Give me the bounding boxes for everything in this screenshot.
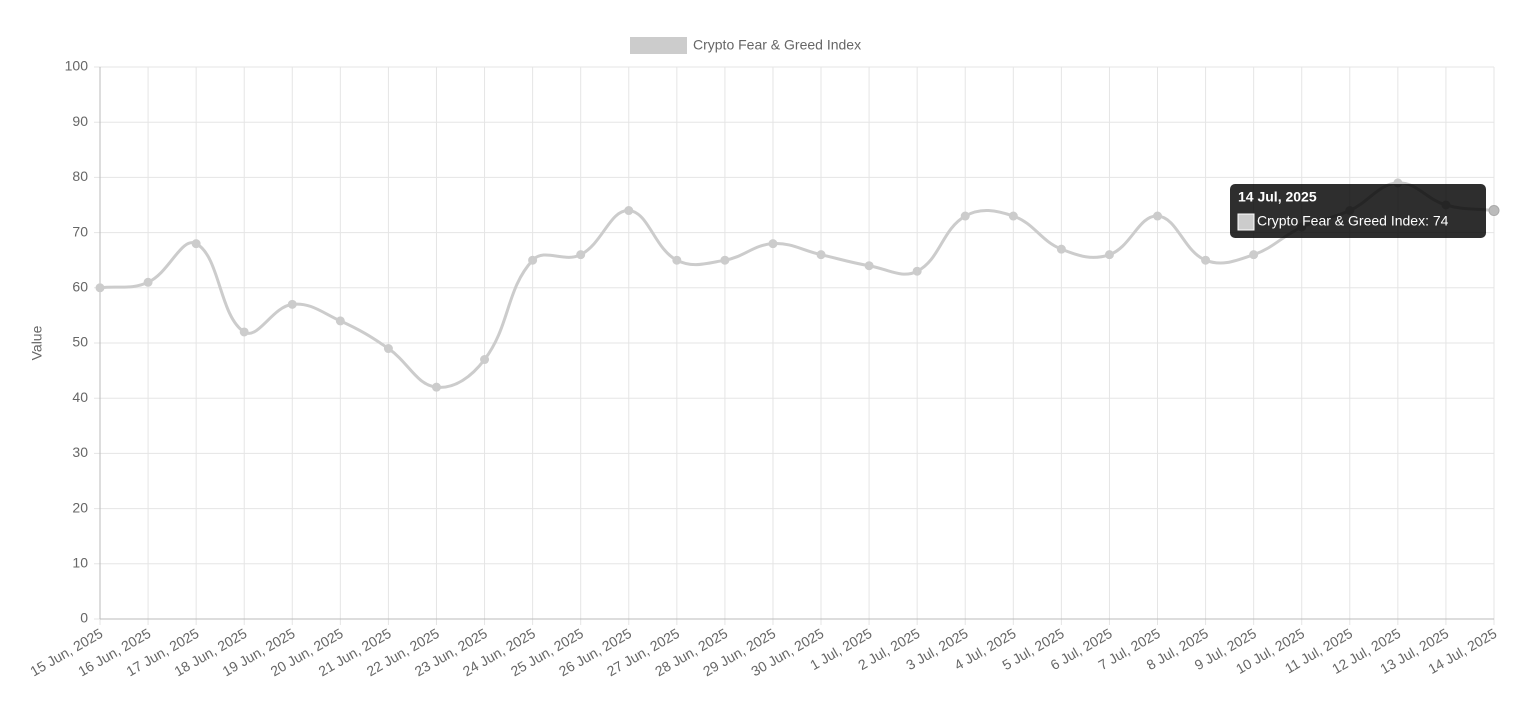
y-tick-label: 10: [72, 555, 88, 571]
y-tick-label: 90: [72, 113, 88, 129]
point: [1488, 205, 1500, 217]
point: [287, 299, 297, 309]
point: [528, 255, 538, 265]
y-tick-label: 0: [80, 610, 88, 626]
point: [1249, 250, 1259, 260]
point: [1104, 250, 1114, 260]
point: [912, 266, 922, 276]
tooltip-swatch: [1237, 213, 1255, 231]
y-tick-label: 40: [72, 389, 88, 405]
point: [864, 261, 874, 271]
y-tick-label: 50: [72, 334, 88, 350]
tooltip: 14 Jul, 2025 Crypto Fear & Greed Index: 7…: [1230, 184, 1486, 238]
point: [720, 255, 730, 265]
tooltip-box: [1230, 184, 1486, 238]
legend-label[interactable]: Crypto Fear & Greed Index: [693, 37, 861, 53]
point: [239, 327, 249, 337]
point: [816, 250, 826, 260]
point: [960, 211, 970, 221]
point: [1153, 211, 1163, 221]
point: [1008, 211, 1018, 221]
y-tick-label: 60: [72, 279, 88, 295]
point: [576, 250, 586, 260]
point: [480, 355, 490, 365]
point: [95, 283, 105, 293]
point: [143, 277, 153, 287]
y-tick-label: 20: [72, 499, 88, 515]
tooltip-title: 14 Jul, 2025: [1238, 189, 1317, 205]
point: [431, 382, 441, 392]
y-tick-label: 70: [72, 223, 88, 239]
point: [191, 239, 201, 249]
point: [335, 316, 345, 326]
tooltip-label: Crypto Fear & Greed Index: 74: [1257, 213, 1449, 229]
point: [1201, 255, 1211, 265]
y-tick-label: 100: [65, 58, 89, 74]
y-axis-title: Value: [29, 325, 45, 360]
point: [768, 239, 778, 249]
point: [383, 344, 393, 354]
point: [1056, 244, 1066, 254]
y-tick-label: 80: [72, 168, 88, 184]
y-tick-label: 30: [72, 444, 88, 460]
legend-swatch[interactable]: [630, 37, 687, 54]
point: [624, 206, 634, 216]
point: [672, 255, 682, 265]
